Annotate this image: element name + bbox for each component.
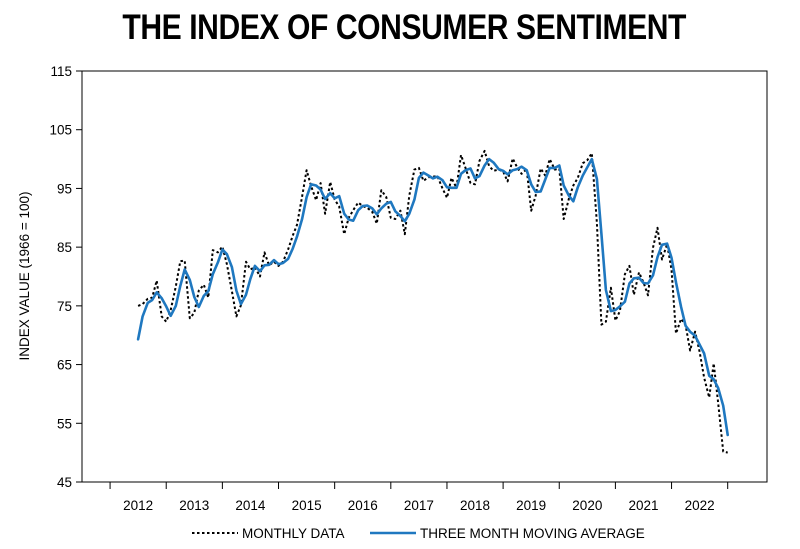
- x-tick-label: 2013: [179, 498, 209, 513]
- chart-title: THE INDEX OF CONSUMER SENTIMENT: [122, 8, 687, 47]
- series-monthly-data-line: [137, 149, 728, 454]
- y-tick-label: 65: [57, 358, 72, 373]
- y-tick-label: 45: [57, 475, 72, 490]
- x-tick-label: 2012: [123, 498, 153, 513]
- y-tick-label: 85: [57, 240, 72, 255]
- x-tick-label: 2018: [460, 498, 490, 513]
- x-tick-label: 2020: [572, 498, 602, 513]
- y-tick-label: 55: [57, 416, 72, 431]
- y-tick-label: 105: [49, 123, 72, 138]
- y-tick-label: 75: [57, 299, 72, 314]
- x-tick-label: 2019: [516, 498, 546, 513]
- x-tick-label: 2016: [348, 498, 378, 513]
- legend: MONTHLY DATA THREE MONTH MOVING AVERAGE: [192, 526, 645, 541]
- plot-area-frame: [81, 70, 768, 483]
- series-lines: [136, 149, 729, 454]
- y-axis-title: INDEX VALUE (1966 = 100): [17, 192, 32, 361]
- x-tick-label: 2014: [235, 498, 266, 513]
- series-moving-average-line: [136, 157, 729, 437]
- legend-label: MONTHLY DATA: [242, 526, 345, 541]
- legend-label: THREE MONTH MOVING AVERAGE: [420, 526, 645, 541]
- x-tick-label: 2017: [404, 498, 434, 513]
- x-tick-label: 2021: [628, 498, 658, 513]
- x-axis-ticks: 2012 2013 2014 2015 2016 2017 2018 2019 2020 2021…: [109, 482, 729, 513]
- x-tick-label: 2015: [292, 498, 322, 513]
- y-tick-label: 95: [57, 181, 72, 196]
- axes: [81, 70, 768, 483]
- x-tick-label: 2022: [685, 498, 715, 513]
- y-axis-ticks: 45 55 65 75 85 95 105 115: [49, 64, 82, 490]
- y-tick-label: 115: [50, 64, 72, 79]
